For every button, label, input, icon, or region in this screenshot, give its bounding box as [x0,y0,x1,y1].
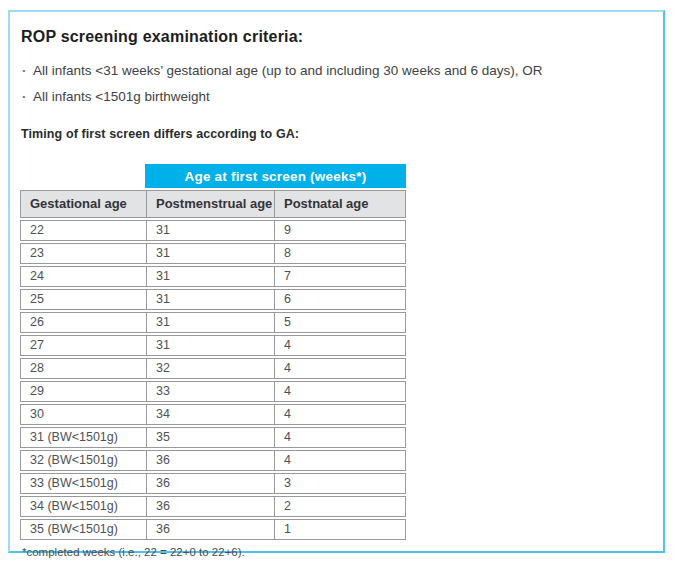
table-cell: 5 [274,313,405,332]
table-cell: 25 [21,290,146,309]
table-cell: 31 [146,336,274,355]
table-cell: 35 (BW<1501g) [21,520,146,539]
table-row: 28324 [20,358,406,379]
table-cell: 33 [146,382,274,401]
table-cell: 8 [274,244,405,263]
banner-spacer [20,164,145,188]
table-cell: 34 [146,405,274,424]
table-row: 23318 [20,243,406,264]
table-cell: 23 [21,244,146,263]
table-cell: 31 [146,244,274,263]
table-row: 29334 [20,381,406,402]
table-cell: 4 [274,451,405,470]
table-cell: 22 [21,221,146,240]
table-footnote: *completed weeks (i.e., 22 = 22+0 to 22+… [22,546,649,558]
table-cell: 31 [146,221,274,240]
table-cell: 35 [146,428,274,447]
table-cell: 30 [21,405,146,424]
table-cell: 31 [146,313,274,332]
table-row: 27314 [20,335,406,356]
table-row: 25316 [20,289,406,310]
bullet-dot: · [20,89,33,104]
table-cell: 4 [274,405,405,424]
table-row: 33 (BW<1501g)363 [20,473,406,494]
table-row: 32 (BW<1501g)364 [20,450,406,471]
table-cell: 6 [274,290,405,309]
column-header-postmenstrual-age: Postmenstrual age [146,191,274,217]
table-cell: 32 [146,359,274,378]
table-cell: 36 [146,474,274,493]
panel-title: ROP screening examination criteria: [21,28,649,46]
table-cell: 27 [21,336,146,355]
screening-table: Age at first screen (weeks*) Gestational… [20,164,406,540]
table-row: 31 (BW<1501g)354 [20,427,406,448]
table-cell: 33 (BW<1501g) [21,474,146,493]
column-header-gestational-age: Gestational age [21,191,146,217]
table-cell: 3 [274,474,405,493]
bullet-dot: · [20,63,33,78]
table-cell: 9 [274,221,405,240]
table-header-row: Gestational age Postmenstrual age Postna… [20,190,406,218]
timing-subtitle: Timing of first screen differs according… [21,127,649,141]
table-cell: 29 [21,382,146,401]
table-cell: 36 [146,451,274,470]
table-banner: Age at first screen (weeks*) [145,164,406,188]
table-cell: 26 [21,313,146,332]
banner-row: Age at first screen (weeks*) [20,164,406,188]
criteria-birthweight: All infants <1501g birthweight [33,89,210,104]
table-row: 22319 [20,220,406,241]
table-cell: 36 [146,497,274,516]
table-row: 34 (BW<1501g)362 [20,496,406,517]
table-cell: 31 [146,290,274,309]
table-cell: 31 [146,267,274,286]
table-body: 2231923318243172531626315273142832429334… [20,220,406,540]
table-cell: 4 [274,428,405,447]
table-cell: 31 (BW<1501g) [21,428,146,447]
criteria-gestational-age: All infants <31 weeks’ gestational age (… [33,63,542,78]
list-item: · All infants <31 weeks’ gestational age… [20,63,649,78]
table-cell: 36 [146,520,274,539]
criteria-panel: ROP screening examination criteria: · Al… [8,10,665,553]
table-row: 35 (BW<1501g)361 [20,519,406,540]
criteria-list: · All infants <31 weeks’ gestational age… [20,63,649,104]
table-row: 24317 [20,266,406,287]
table-cell: 34 (BW<1501g) [21,497,146,516]
table-cell: 32 (BW<1501g) [21,451,146,470]
table-cell: 7 [274,267,405,286]
table-cell: 2 [274,497,405,516]
table-cell: 24 [21,267,146,286]
column-header-postnatal-age: Postnatal age [274,191,405,217]
table-row: 26315 [20,312,406,333]
table-cell: 4 [274,336,405,355]
table-cell: 4 [274,382,405,401]
list-item: · All infants <1501g birthweight [20,89,649,104]
table-cell: 1 [274,520,405,539]
table-row: 30344 [20,404,406,425]
table-cell: 28 [21,359,146,378]
table-cell: 4 [274,359,405,378]
